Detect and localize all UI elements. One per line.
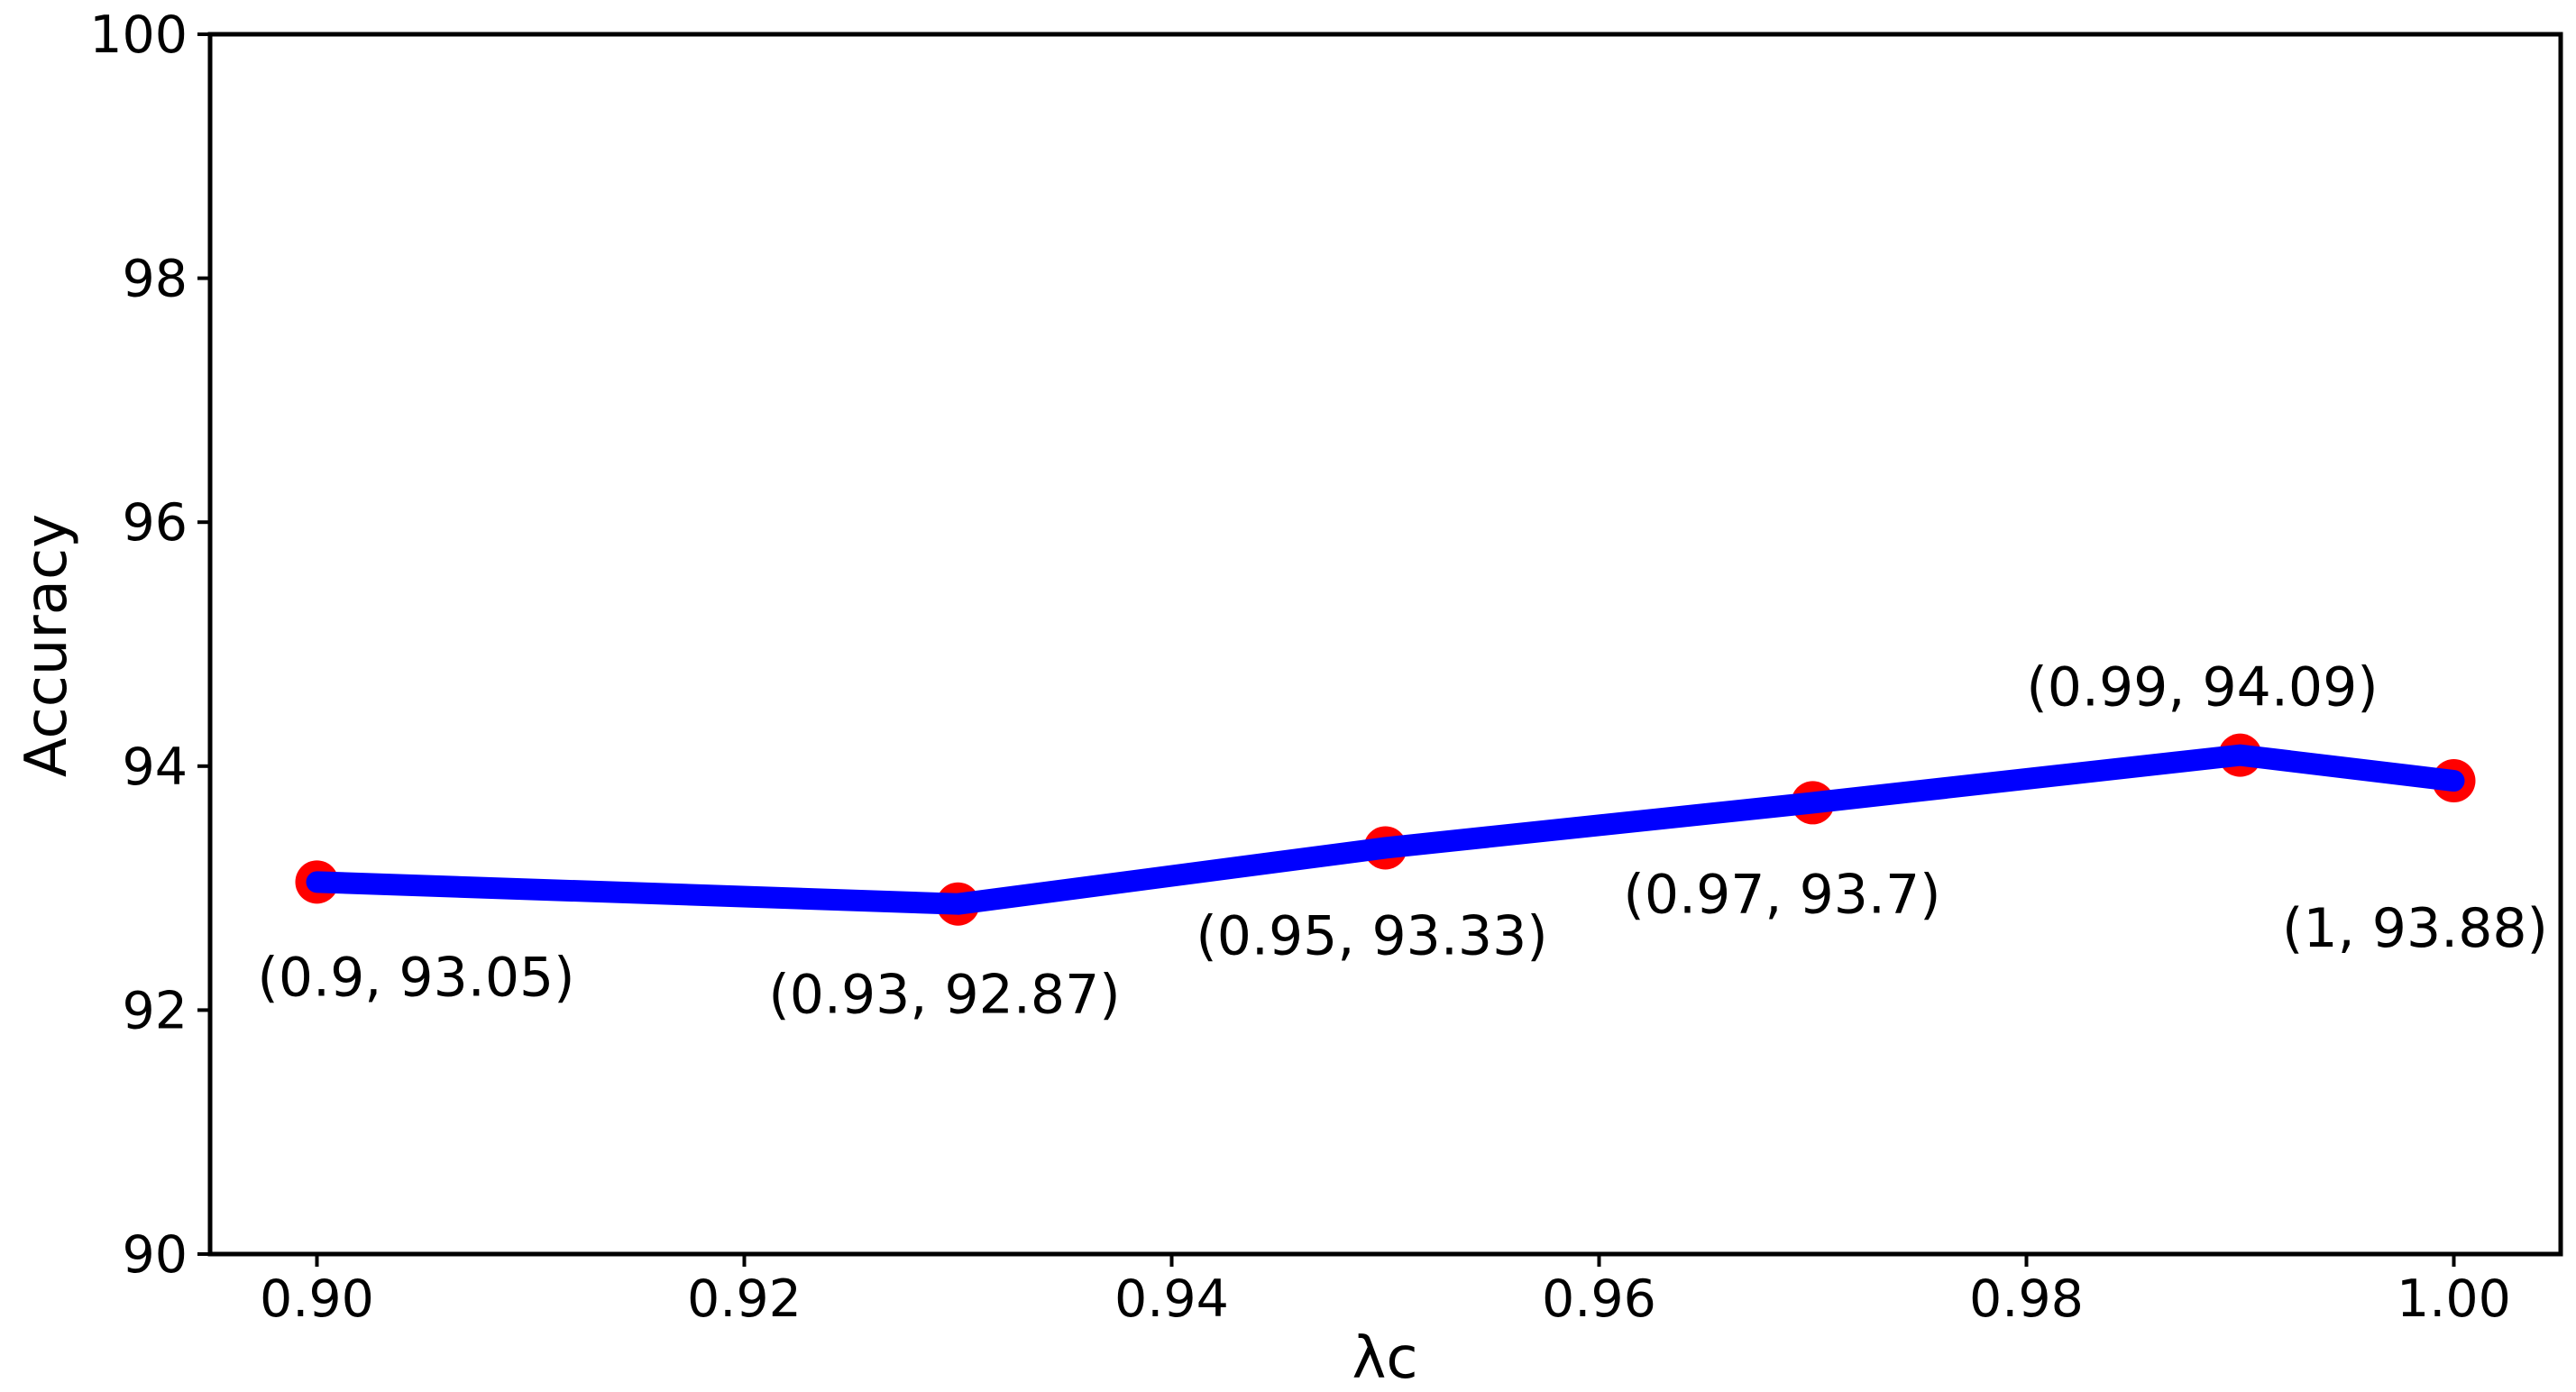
x-tick-label: 0.96 — [1542, 1269, 1656, 1329]
point-annotation: (0.97, 93.7) — [1623, 863, 1940, 926]
x-axis-label: λc — [1352, 1325, 1418, 1392]
x-tick-label: 0.94 — [1114, 1269, 1229, 1329]
x-tick-label: 0.90 — [260, 1269, 374, 1329]
point-annotation: (0.9, 93.05) — [257, 946, 574, 1009]
y-axis-label: Accuracy — [14, 513, 80, 778]
y-tick-label: 98 — [122, 250, 188, 309]
point-annotation: (0.95, 93.33) — [1196, 904, 1547, 967]
point-annotation: (0.93, 92.87) — [768, 964, 1120, 1027]
x-tick-label: 1.00 — [2397, 1269, 2511, 1329]
point-annotation: (0.99, 94.09) — [2026, 656, 2378, 719]
y-tick-label: 90 — [122, 1225, 188, 1285]
y-tick-label: 100 — [89, 5, 188, 65]
data-line — [306, 744, 2465, 915]
y-tick-label: 92 — [122, 981, 188, 1040]
y-tick-label: 96 — [122, 493, 188, 553]
x-tick-label: 0.92 — [687, 1269, 802, 1329]
y-tick-label: 94 — [122, 737, 188, 797]
plot-border — [207, 32, 2563, 1257]
x-tick-label: 0.98 — [1969, 1269, 2084, 1329]
point-annotation: (1, 93.88) — [2282, 897, 2548, 960]
